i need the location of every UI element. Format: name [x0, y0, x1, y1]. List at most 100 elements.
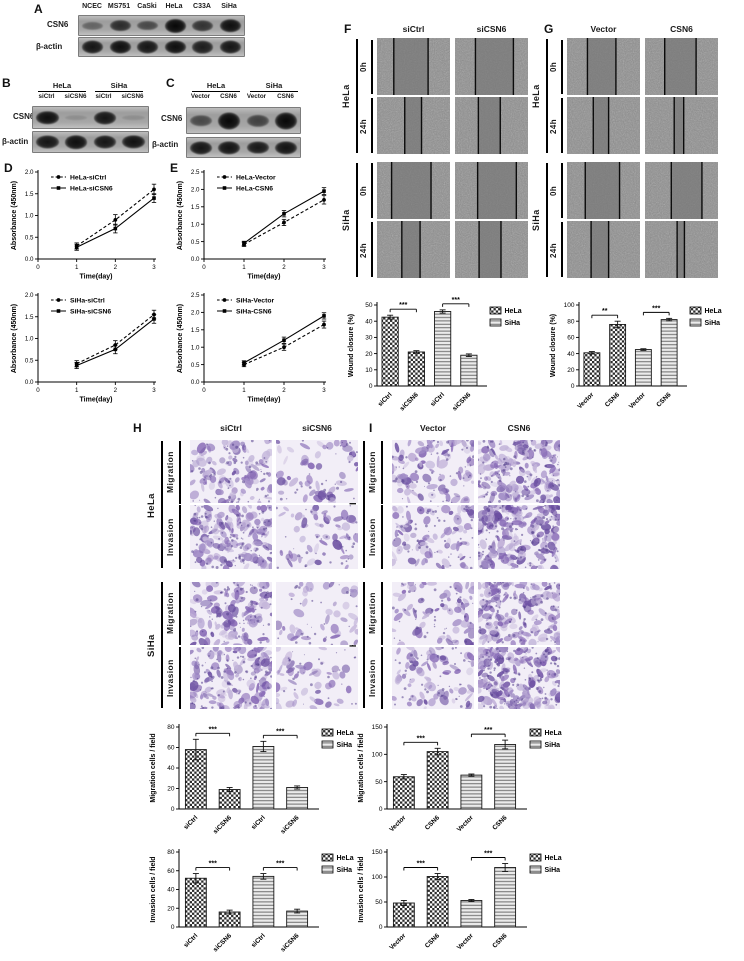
- svg-text:Migration cells / field: Migration cells / field: [358, 733, 365, 802]
- assay-label: Invasion: [367, 659, 377, 697]
- svg-text:HeLa-siCtrl: HeLa-siCtrl: [70, 174, 106, 181]
- svg-text:0.5: 0.5: [191, 362, 200, 369]
- wound-image-siha-24h-vector: [567, 221, 640, 278]
- svg-text:***: ***: [399, 302, 407, 309]
- svg-text:0: 0: [202, 264, 206, 271]
- blot-row-label: β-actin: [36, 42, 63, 51]
- wound-image-hela-24h-vector: [567, 97, 640, 154]
- blot-row-label: CSN6: [47, 20, 69, 29]
- svg-text:Wound closure (%): Wound closure (%): [550, 314, 557, 377]
- svg-text:60: 60: [567, 335, 575, 342]
- svg-text:2.0: 2.0: [191, 310, 200, 317]
- svg-text:80: 80: [167, 724, 175, 731]
- svg-text:0: 0: [202, 387, 206, 394]
- panel-label-f: F: [344, 22, 352, 36]
- panel-label-c: C: [166, 76, 175, 90]
- svg-text:3: 3: [152, 264, 156, 271]
- protein-band: [64, 114, 88, 121]
- column-header: Vector: [420, 423, 446, 433]
- column-header: siCtrl: [220, 423, 242, 433]
- svg-text:HeLa-Vector: HeLa-Vector: [236, 174, 276, 181]
- blot-row-label: CSN6: [13, 112, 35, 121]
- protein-band: [274, 140, 297, 155]
- svg-text:***: ***: [209, 861, 217, 868]
- divider-line: [381, 505, 383, 569]
- transwell-image-siha-migration-sictrl: [190, 582, 272, 645]
- protein-band: [219, 40, 241, 54]
- svg-text:Absorbance (450nm): Absorbance (450nm): [177, 304, 184, 373]
- svg-text:0: 0: [171, 924, 175, 931]
- svg-text:Invasion cells / field: Invasion cells / field: [150, 856, 157, 922]
- svg-text:40: 40: [567, 351, 575, 358]
- blot-row-label: β-actin: [152, 140, 179, 149]
- protein-band: [218, 112, 241, 129]
- svg-text:HeLa: HeLa: [545, 855, 562, 862]
- svg-text:2: 2: [282, 264, 286, 271]
- time-label: 0h: [549, 61, 558, 73]
- lane-label: CaSki: [137, 3, 157, 10]
- svg-text:2.5: 2.5: [191, 292, 200, 299]
- lane-label: Vector: [190, 93, 211, 100]
- svg-text:20: 20: [567, 367, 575, 374]
- column-header: siCtrl: [402, 24, 425, 34]
- svg-text:2.0: 2.0: [191, 187, 200, 194]
- group-label: SiHa: [250, 81, 298, 92]
- svg-text:HeLa: HeLa: [505, 308, 522, 315]
- svg-text:2.0: 2.0: [25, 169, 34, 176]
- invasion-chart-sicsn6: 0 20 40 60 80 *** *** siCtrl siCSN6 siCtrl siCSN6 I…: [150, 849, 354, 954]
- wound-image-siha-0h-csn6: [645, 162, 718, 219]
- svg-text:SiHa-siCSN6: SiHa-siCSN6: [70, 308, 111, 315]
- lane-label: SiHa: [221, 3, 237, 10]
- divider-line: [381, 647, 383, 709]
- svg-text:HeLa: HeLa: [545, 730, 562, 737]
- protein-band: [137, 40, 159, 54]
- assay-label: Invasion: [367, 518, 377, 556]
- proliferation-chart-hela-csn6: 0.0 0.5 1.0 1.5 2.0 2.5 0 1 2 3 Time(day) Absorbanc…: [177, 169, 326, 280]
- protein-band: [190, 114, 213, 127]
- assay-label: Migration: [165, 592, 175, 635]
- svg-text:0.0: 0.0: [191, 256, 200, 263]
- svg-text:***: ***: [452, 297, 460, 304]
- svg-text:CSN6: CSN6: [655, 391, 672, 408]
- divider-line: [561, 222, 563, 277]
- divider-line: [371, 163, 373, 218]
- time-label: 0h: [549, 185, 558, 197]
- svg-text:siCSN6: siCSN6: [399, 391, 420, 412]
- wound-image-siha-0h-sictrl: [377, 162, 450, 219]
- group-label: HeLa: [192, 81, 240, 92]
- transwell-image-hela-migration-vector: [392, 440, 474, 503]
- lane-label: CSN6: [220, 93, 237, 100]
- svg-text:0.5: 0.5: [25, 234, 34, 241]
- svg-text:80: 80: [167, 849, 175, 856]
- svg-text:SiHa: SiHa: [705, 320, 721, 327]
- svg-text:***: ***: [484, 851, 492, 858]
- blot-row-label: β-actin: [2, 137, 29, 146]
- svg-text:Time(day): Time(day): [80, 397, 113, 404]
- assay-label: Migration: [165, 451, 175, 493]
- svg-text:40: 40: [365, 318, 373, 325]
- svg-text:10: 10: [365, 367, 373, 374]
- wound-image-hela-0h-vector: [567, 38, 640, 95]
- svg-text:Vector: Vector: [388, 814, 407, 833]
- svg-text:1.0: 1.0: [25, 213, 34, 220]
- migration-chart-sicsn6: 0 20 40 60 80 *** *** siCtrl siCSN6 siCtrl siCSN6 M…: [150, 724, 354, 836]
- protein-band: [192, 40, 214, 54]
- svg-text:siCtrl: siCtrl: [429, 391, 446, 408]
- protein-band: [137, 20, 159, 31]
- svg-text:siCSN6: siCSN6: [279, 814, 300, 835]
- protein-band: [82, 21, 104, 30]
- svg-text:2.5: 2.5: [191, 169, 200, 176]
- svg-text:60: 60: [167, 745, 175, 752]
- panel-label-h: H: [133, 421, 142, 435]
- svg-text:0: 0: [379, 924, 383, 931]
- divider-line: [356, 39, 358, 153]
- svg-text:1: 1: [242, 387, 246, 394]
- lane-label: siCtrl: [95, 93, 112, 100]
- lane-label: siCtrl: [38, 93, 55, 100]
- protein-band: [93, 110, 117, 125]
- svg-text:0.0: 0.0: [25, 379, 34, 386]
- svg-text:***: ***: [652, 305, 660, 312]
- wound-image-hela-24h-sictrl: [377, 97, 450, 154]
- svg-text:siCtrl: siCtrl: [183, 814, 200, 831]
- time-label: 24h: [359, 243, 368, 259]
